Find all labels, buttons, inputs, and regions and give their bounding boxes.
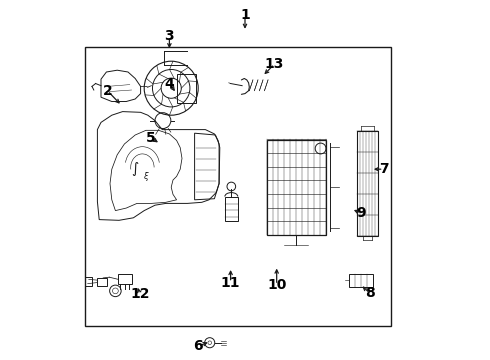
Bar bbox=[85, 277, 92, 286]
Text: $\int$: $\int$ bbox=[131, 160, 139, 178]
Text: 12: 12 bbox=[130, 288, 149, 301]
Bar bbox=[225, 197, 238, 221]
Bar bbox=[85, 47, 391, 326]
Text: 9: 9 bbox=[356, 206, 366, 220]
Text: 13: 13 bbox=[265, 57, 284, 71]
Text: 6: 6 bbox=[194, 339, 203, 353]
Text: 2: 2 bbox=[102, 84, 112, 98]
Text: $\xi$: $\xi$ bbox=[143, 170, 149, 183]
Text: 4: 4 bbox=[165, 77, 174, 90]
Bar bbox=[349, 274, 373, 287]
Text: 5: 5 bbox=[146, 131, 155, 144]
Bar bbox=[97, 278, 107, 286]
Bar bbox=[357, 131, 378, 236]
Bar bbox=[118, 274, 132, 284]
Text: 3: 3 bbox=[165, 29, 174, 43]
Text: 10: 10 bbox=[267, 278, 286, 292]
Text: 7: 7 bbox=[379, 162, 389, 176]
Text: 8: 8 bbox=[366, 287, 375, 300]
Bar bbox=[267, 139, 326, 235]
Bar bbox=[176, 74, 196, 103]
Text: 1: 1 bbox=[240, 8, 250, 22]
Text: 11: 11 bbox=[221, 276, 241, 289]
